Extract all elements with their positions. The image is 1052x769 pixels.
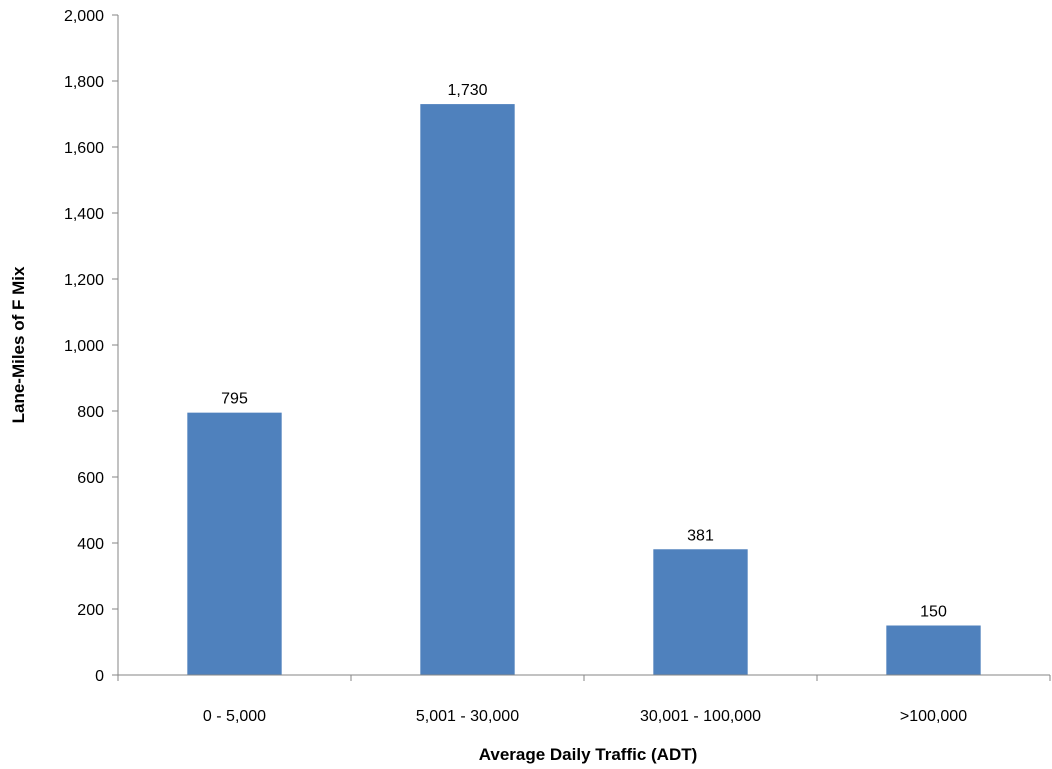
y-tick-label: 200 [77, 602, 104, 619]
x-category-label: 0 - 5,000 [203, 708, 266, 725]
y-tick-label: 2,000 [64, 8, 104, 25]
data-label: 795 [221, 391, 248, 408]
x-axis-title: Average Daily Traffic (ADT) [479, 745, 698, 764]
y-tick-label: 600 [77, 470, 104, 487]
x-category-label: 5,001 - 30,000 [416, 708, 519, 725]
y-axis-title: Lane-Miles of F Mix [9, 266, 28, 423]
x-axis-ticks: 0 - 5,000 5,001 - 30,000 30,001 - 100,000 >… [117, 675, 1051, 725]
bar [653, 549, 748, 675]
y-tick-label: 400 [77, 536, 104, 553]
data-label: 1,730 [447, 82, 487, 99]
data-labels: 795 1,730 381 150 [221, 82, 947, 620]
x-category-label: 30,001 - 100,000 [640, 708, 761, 725]
y-tick-label: 1,000 [64, 338, 104, 355]
data-label: 150 [920, 604, 947, 621]
y-tick-label: 1,400 [64, 206, 104, 223]
bar [420, 104, 515, 676]
data-label: 381 [687, 527, 714, 544]
y-tick-label: 1,800 [64, 74, 104, 91]
bar [886, 625, 981, 675]
y-tick-label: 0 [95, 668, 104, 685]
y-tick-label: 800 [77, 404, 104, 421]
bars [187, 104, 981, 676]
x-category-label: >100,000 [900, 708, 967, 725]
y-tick-label: 1,200 [64, 272, 104, 289]
y-axis-ticks: 0 200 400 600 800 1,000 1,200 1,400 1,600 1,800 2,… [64, 8, 118, 685]
bar [187, 412, 282, 675]
y-tick-label: 1,600 [64, 140, 104, 157]
